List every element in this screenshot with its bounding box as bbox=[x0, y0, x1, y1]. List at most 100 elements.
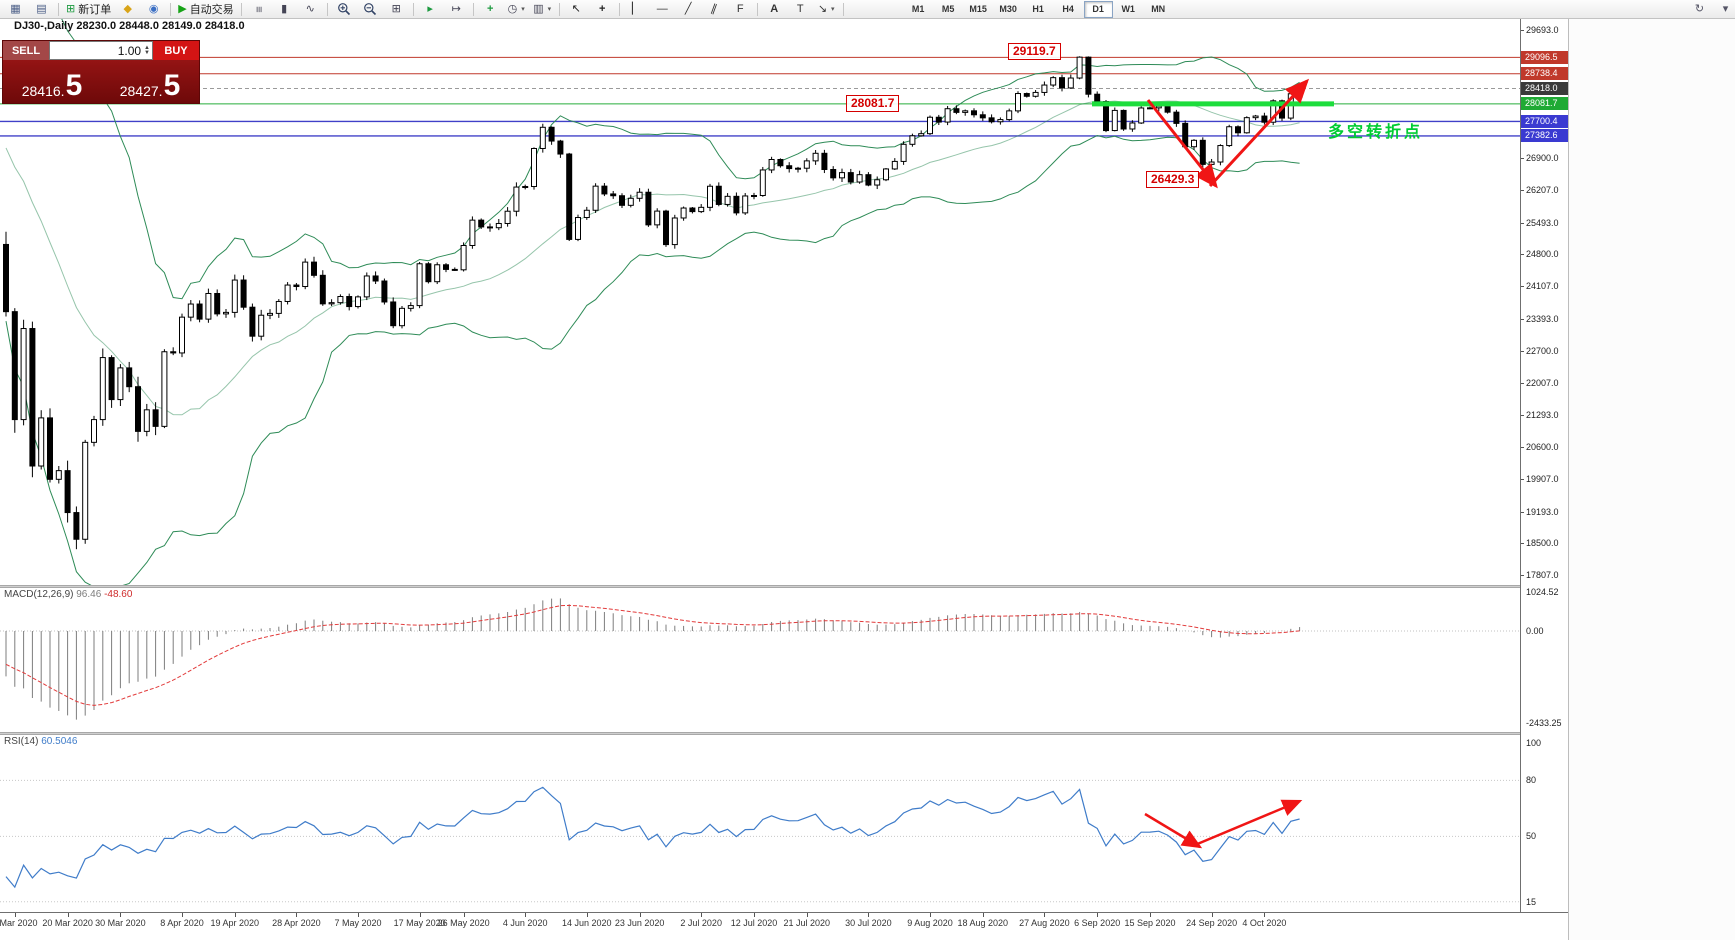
trend-arrow-down bbox=[1146, 99, 1218, 189]
time-axis-label: 19 Apr 2020 bbox=[210, 918, 260, 928]
spinner-down-icon[interactable]: ▼ bbox=[144, 49, 150, 56]
timeframe-m30[interactable]: M30 bbox=[999, 4, 1017, 14]
price-tag: 27382.6 bbox=[1521, 129, 1568, 143]
time-axis-label: 12 Jul 2020 bbox=[730, 918, 778, 928]
price-tag: 28418.0 bbox=[1521, 81, 1568, 95]
toolbar-auto-trading-button[interactable]: ▶ 自动交易 bbox=[175, 0, 236, 18]
toolbar-refresh-button[interactable]: ↻ bbox=[1687, 0, 1712, 18]
auto-trading-icon: ▶ bbox=[178, 2, 187, 15]
top-toolbar: ▦ ▤ ⊞ 新订单 ◆ ◉ ▶ 自动交易 ≡ ▮ ∿ ⊞ ▸ ↦ + ◷ ▾ ▥ ▾ ↖ + ▏ ― ╱ ∥ F A T ↘ ▾ M1 M5 M… bbox=[0, 0, 1735, 19]
time-axis-label: 7 May 2020 bbox=[334, 918, 382, 928]
toolbar-separator bbox=[618, 2, 620, 16]
time-axis-tick bbox=[296, 913, 298, 917]
price-annotation-mid[interactable]: 28081.7 bbox=[846, 95, 900, 112]
timeframe-h4[interactable]: H4 bbox=[1062, 4, 1074, 14]
toolbar-profiles-button[interactable]: ▤ bbox=[29, 0, 54, 18]
time-axis-label: 30 Mar 2020 bbox=[95, 918, 146, 928]
time-axis-tick bbox=[1211, 913, 1213, 917]
rsi-canvas[interactable] bbox=[0, 735, 1520, 912]
time-axis-tick bbox=[525, 913, 527, 917]
timeframe-m15[interactable]: M15 bbox=[969, 4, 987, 14]
sell-price-big: 5 bbox=[65, 69, 83, 102]
auto-trading-label: 自动交易 bbox=[189, 4, 234, 16]
volume-input[interactable]: 1.00 ▲ ▼ bbox=[49, 41, 153, 60]
price-axis-tick bbox=[1521, 30, 1524, 31]
time-axis-tick bbox=[463, 913, 465, 917]
timeframe-d1[interactable]: D1 bbox=[1083, 0, 1113, 18]
sell-button[interactable]: SELL bbox=[3, 41, 49, 60]
toolbar-line-chart-mode-button[interactable]: ∿ bbox=[298, 0, 323, 18]
timeframe-h1[interactable]: H1 bbox=[1032, 4, 1044, 14]
toolbar-periods-button[interactable]: ◷ ▾ bbox=[504, 0, 529, 18]
time-axis-tick bbox=[868, 913, 870, 917]
spinner-up-icon[interactable]: ▲ bbox=[144, 44, 150, 51]
rsi-line bbox=[5, 786, 1300, 889]
timeframe-m5[interactable]: M5 bbox=[941, 4, 955, 14]
price-axis-label: 17807.0 bbox=[1526, 570, 1559, 581]
toolbar-bar-chart-mode-button[interactable]: ≡ bbox=[246, 0, 271, 18]
time-axis-label: 15 Sep 2020 bbox=[1124, 918, 1176, 928]
toolbar-text-button[interactable]: A bbox=[762, 0, 787, 18]
macd-label: MACD(12,26,9) bbox=[4, 589, 74, 600]
toolbar-equidistant-channel-button[interactable]: ∥ bbox=[702, 0, 727, 18]
price-axis-tick bbox=[1521, 575, 1524, 577]
toolbar-fibonacci-button[interactable]: F bbox=[728, 0, 753, 18]
macd-canvas[interactable] bbox=[0, 588, 1520, 732]
sell-price[interactable]: 28416. 5 bbox=[3, 60, 101, 103]
volume-spinner[interactable]: ▲ ▼ bbox=[144, 44, 150, 56]
toolbar-candlestick-chart-mode-button[interactable]: ▮ bbox=[272, 0, 297, 18]
rsi-arrow-down bbox=[1144, 812, 1203, 849]
timeframe-mn[interactable]: MN bbox=[1151, 4, 1166, 14]
time-axis-tick bbox=[930, 913, 931, 917]
time-axis-tick bbox=[182, 913, 183, 917]
toolbar-more-button[interactable]: ▾ bbox=[1713, 0, 1735, 18]
price-axis[interactable]: 29693.0 26900.0 26207.0 25493.0 24800.0 24107… bbox=[1520, 18, 1568, 912]
toolbar-crosshair-button[interactable]: + bbox=[590, 0, 615, 18]
price-axis-label: 25493.0 bbox=[1526, 217, 1559, 228]
time-axis-label: 4 Jun 2020 bbox=[502, 918, 548, 928]
price-axis-label: 21293.0 bbox=[1526, 410, 1559, 421]
price-annotation-high[interactable]: 29119.7 bbox=[1008, 43, 1061, 60]
panel-splitter-2[interactable] bbox=[0, 732, 1568, 735]
toolbar-new-chart-button[interactable]: ▦ bbox=[3, 0, 28, 18]
price-axis-label: 19193.0 bbox=[1526, 506, 1559, 517]
periods-icon: ◷ bbox=[507, 2, 518, 15]
main-chart-canvas[interactable] bbox=[0, 18, 1520, 585]
toolbar-chart-shift-button[interactable]: ↦ bbox=[444, 0, 469, 18]
buy-button[interactable]: BUY bbox=[153, 41, 199, 60]
toolbar-auto-scroll-button[interactable]: ▸ bbox=[418, 0, 443, 18]
toolbar-horizontal-line-button[interactable]: ― bbox=[650, 0, 675, 18]
time-axis-label: 14 Jun 2020 bbox=[562, 918, 612, 928]
time-axis-tick bbox=[639, 913, 641, 917]
trend-arrow-up bbox=[1208, 78, 1310, 188]
toolbar-templates-button[interactable]: ▥ ▾ bbox=[530, 0, 555, 18]
price-axis-label: 20600.0 bbox=[1526, 442, 1559, 453]
toolbar-cursor-button[interactable]: ↖ bbox=[564, 0, 589, 18]
toolbar-trendline-button[interactable]: ╱ bbox=[676, 0, 701, 18]
chart-title: DJ30-,Daily 28230.0 28448.0 28149.0 2841… bbox=[14, 20, 245, 32]
toolbar-metaeditor-button[interactable]: ◉ bbox=[141, 0, 166, 18]
candles-layer bbox=[3, 56, 1303, 550]
toolbar-zoom-out-button[interactable] bbox=[358, 0, 383, 18]
toolbar-text-label-button[interactable]: T bbox=[788, 0, 813, 18]
buy-price[interactable]: 28427. 5 bbox=[101, 60, 199, 103]
price-annotation-low[interactable]: 26429.3 bbox=[1146, 171, 1200, 188]
timeframe-w1[interactable]: W1 bbox=[1121, 4, 1135, 14]
toolbar-arrows-tool-button[interactable]: ↘ ▾ bbox=[814, 0, 839, 18]
toolbar-new-order-button[interactable]: ⊞ 新订单 bbox=[63, 0, 114, 18]
timeframe-m1[interactable]: M1 bbox=[911, 4, 925, 14]
toolbar-zoom-in-button[interactable] bbox=[332, 0, 357, 18]
timeframe-switcher: M1 M5 M15 M30 H1 H4 D1 W1 MN bbox=[904, 0, 1173, 18]
turning-point-annotation[interactable]: 多空转折点 bbox=[1328, 124, 1424, 141]
toolbar-mql5-community-button[interactable]: ◆ bbox=[115, 0, 140, 18]
time-axis-label: 8 Apr 2020 bbox=[160, 918, 204, 928]
toolbar-tile-windows-button[interactable]: ⊞ bbox=[384, 0, 409, 18]
panel-splitter-1[interactable] bbox=[0, 585, 1568, 588]
toolbar-indicators-button[interactable]: + bbox=[478, 0, 503, 18]
toolbar-vertical-line-button[interactable]: ▏ bbox=[624, 0, 649, 18]
templates-caret-icon: ▾ bbox=[547, 6, 552, 13]
toolbar-separator bbox=[240, 2, 242, 16]
time-axis-tick bbox=[701, 913, 703, 917]
